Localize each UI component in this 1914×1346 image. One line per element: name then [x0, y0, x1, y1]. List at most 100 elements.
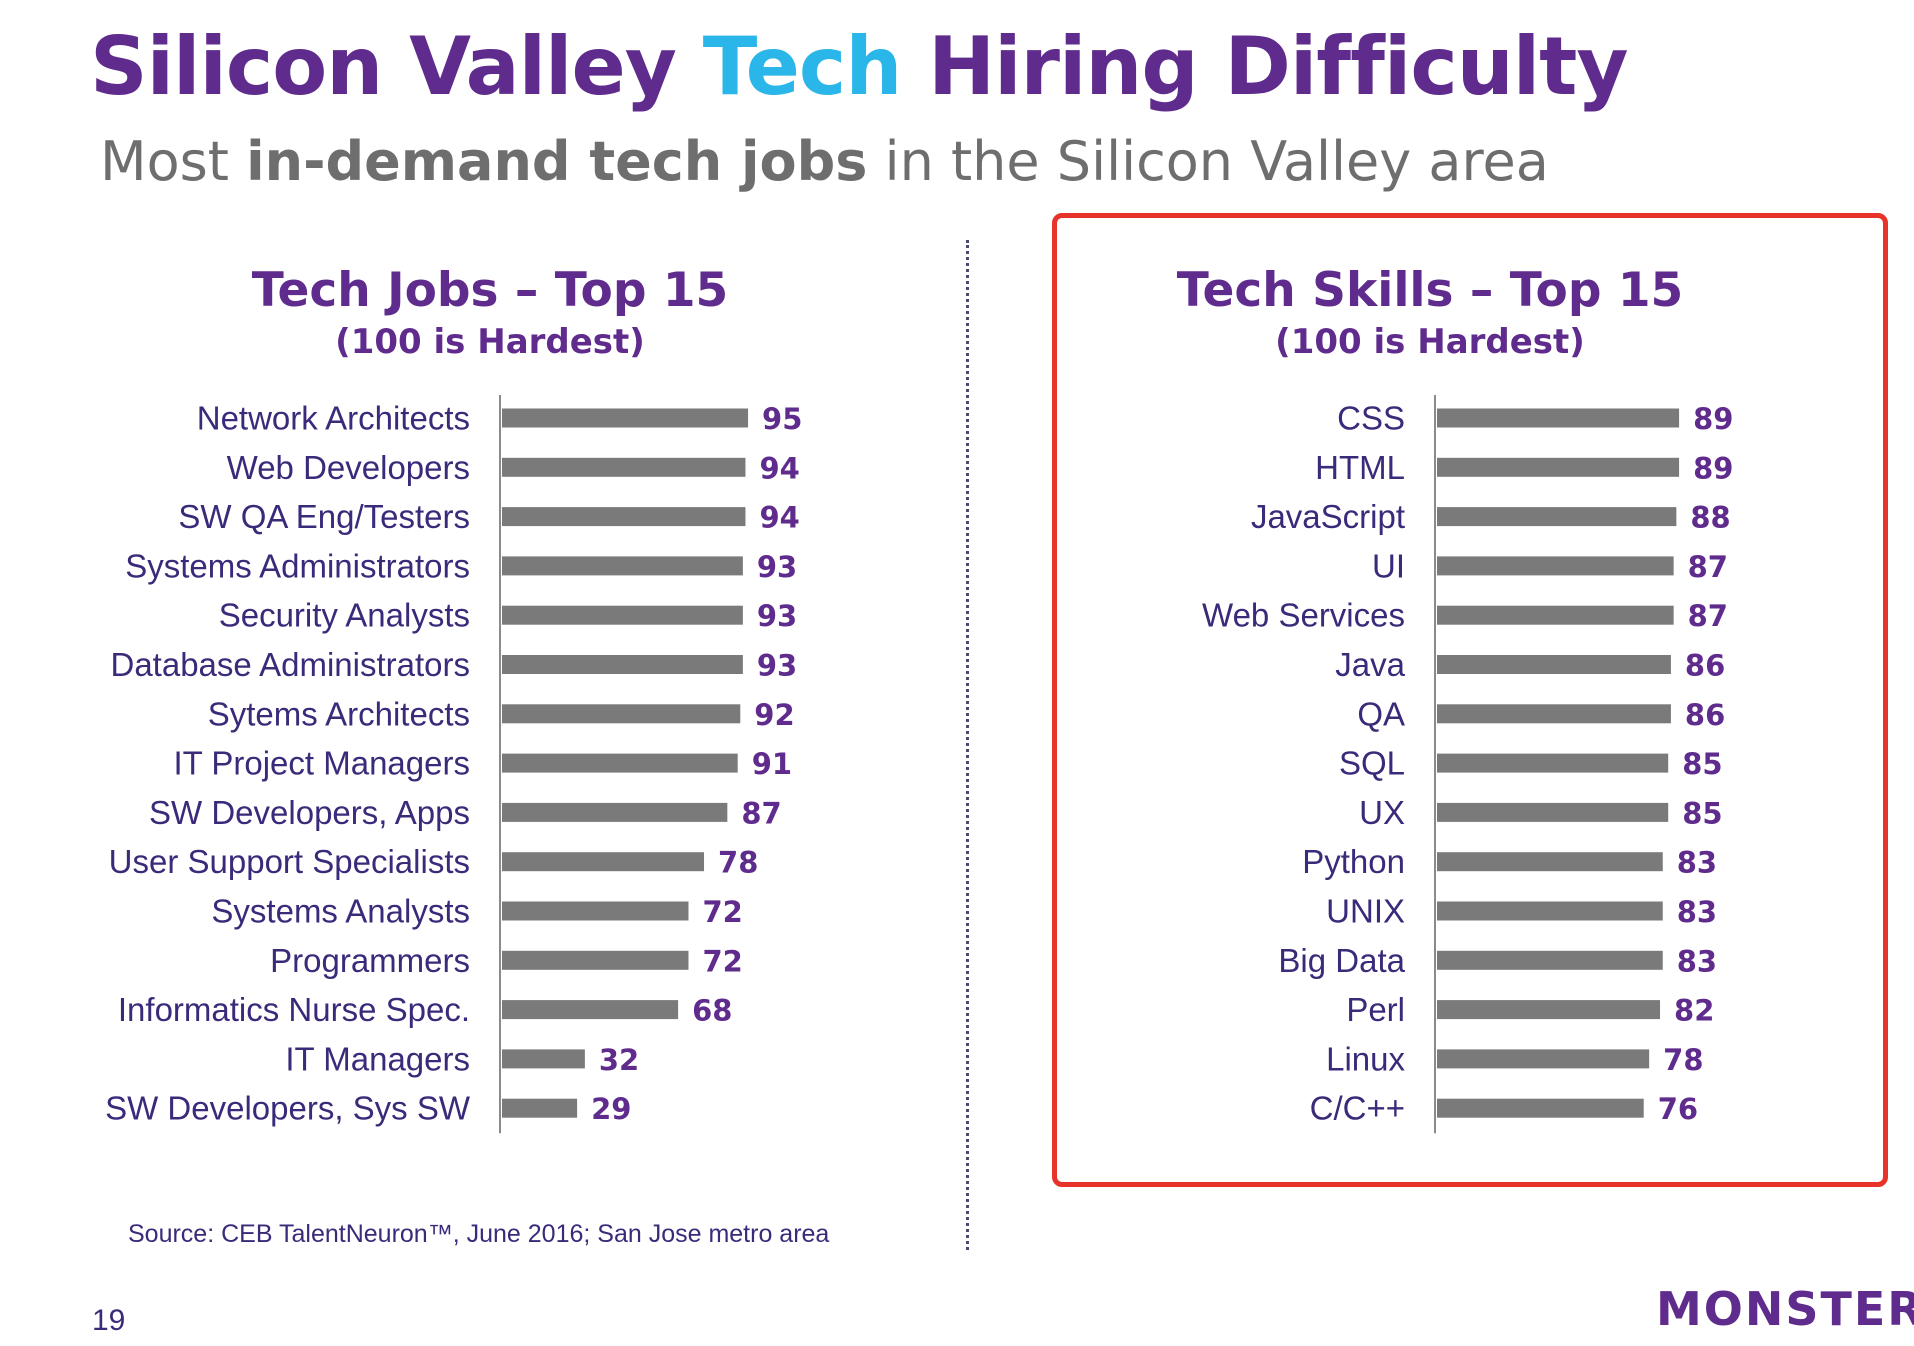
- skills-value-label: 89: [1693, 451, 1733, 485]
- jobs-bar: [502, 802, 728, 822]
- jobs-value-label: 91: [752, 747, 792, 781]
- jobs-value-label: 87: [741, 796, 781, 830]
- skills-bar: [1437, 950, 1663, 970]
- jobs-category-label: IT Managers: [285, 1040, 470, 1077]
- skills-bar-chart: CSS 89 HTML 89 JavaScript 88 UI 87 Web Services 8…: [1202, 395, 1733, 1134]
- skills-value-label: 86: [1685, 649, 1725, 683]
- skills-value-label: 76: [1658, 1092, 1698, 1126]
- skills-category-label: Perl: [1346, 991, 1405, 1028]
- jobs-category-label: SW Developers, Apps: [149, 794, 470, 831]
- jobs-bar: [502, 950, 689, 970]
- skills-category-label: Big Data: [1278, 942, 1405, 979]
- skills-bar: [1437, 507, 1677, 527]
- main-title: Silicon Valley Tech Hiring Difficulty: [90, 20, 1629, 113]
- skills-value-label: 86: [1685, 698, 1725, 732]
- skills-category-label: Linux: [1326, 1040, 1405, 1077]
- skills-value-label: 87: [1688, 550, 1728, 584]
- skills-bar: [1437, 1098, 1644, 1118]
- jobs-bar: [502, 1098, 578, 1118]
- jobs-bar: [502, 457, 746, 477]
- skills-value-label: 78: [1663, 1043, 1703, 1077]
- jobs-category-label: Systems Analysts: [211, 893, 470, 930]
- jobs-category-label: IT Project Managers: [173, 745, 470, 782]
- jobs-bar: [502, 556, 743, 576]
- jobs-chart-subtitle: (100 is Hardest): [335, 322, 645, 362]
- skills-highlight-box: [1052, 213, 1888, 1187]
- jobs-value-label: 68: [692, 994, 732, 1028]
- skills-category-label: Java: [1335, 646, 1405, 683]
- monster-logo: MONSTER: [1656, 1282, 1914, 1336]
- jobs-bar-chart: Network Architects 95 Web Developers 94 SW Q…: [105, 395, 802, 1134]
- skills-category-label: UX: [1359, 794, 1405, 831]
- jobs-bar: [502, 1000, 679, 1020]
- jobs-value-label: 95: [762, 402, 802, 436]
- jobs-category-label: SW Developers, Sys SW: [105, 1090, 471, 1127]
- jobs-category-label: Network Architects: [197, 400, 470, 437]
- skills-value-label: 85: [1682, 796, 1722, 830]
- title-accent: Tech: [702, 20, 903, 113]
- skills-bar: [1437, 655, 1671, 674]
- skills-category-label: Web Services: [1202, 597, 1405, 634]
- jobs-bar: [502, 507, 746, 527]
- jobs-bar: [502, 605, 743, 625]
- skills-bar: [1437, 457, 1680, 477]
- jobs-category-label: Database Administrators: [110, 646, 470, 683]
- page-number: 19: [92, 1304, 126, 1337]
- skills-value-label: 83: [1677, 944, 1717, 978]
- jobs-bar: [502, 1049, 585, 1069]
- jobs-category-label: Sytems Architects: [208, 695, 470, 732]
- source-note: Source: CEB TalentNeuron™, June 2016; Sa…: [128, 1220, 830, 1248]
- jobs-bar: [502, 408, 749, 428]
- skills-bar: [1437, 556, 1674, 576]
- jobs-category-label: Systems Administrators: [125, 547, 470, 584]
- jobs-value-label: 92: [754, 698, 794, 732]
- skills-value-label: 89: [1693, 402, 1733, 436]
- jobs-value-label: 94: [759, 501, 799, 535]
- skills-chart-title: Tech Skills – Top 15: [1176, 263, 1684, 318]
- skills-category-label: JavaScript: [1251, 498, 1405, 535]
- skills-category-label: UI: [1372, 547, 1405, 584]
- subtitle-part-3: in the Silicon Valley area: [867, 130, 1549, 193]
- skills-value-label: 83: [1677, 895, 1717, 929]
- jobs-value-label: 29: [591, 1092, 631, 1126]
- skills-category-label: Python: [1302, 843, 1405, 880]
- skills-bar: [1437, 852, 1663, 872]
- skills-value-label: 82: [1674, 994, 1714, 1028]
- panel-divider: [966, 240, 969, 1250]
- jobs-category-label: User Support Specialists: [109, 843, 470, 880]
- jobs-category-label: SW QA Eng/Testers: [178, 498, 470, 535]
- skills-chart-heading: Tech Skills – Top 15 (100 is Hardest): [1120, 262, 1740, 364]
- jobs-value-label: 72: [702, 944, 742, 978]
- skills-bar: [1437, 753, 1669, 773]
- skills-bar: [1437, 901, 1663, 921]
- skills-bar: [1437, 1049, 1650, 1069]
- jobs-value-label: 93: [757, 599, 797, 633]
- skills-category-label: SQL: [1339, 745, 1405, 782]
- skills-category-label: CSS: [1337, 400, 1405, 437]
- subtitle-part-1: Most: [100, 130, 247, 193]
- skills-category-label: UNIX: [1326, 893, 1405, 930]
- subtitle-emphasis: in-demand tech jobs: [246, 130, 868, 193]
- jobs-value-label: 32: [599, 1043, 639, 1077]
- skills-chart-subtitle: (100 is Hardest): [1275, 322, 1585, 362]
- skills-value-label: 88: [1690, 501, 1730, 535]
- skills-category-label: C/C++: [1310, 1090, 1405, 1127]
- jobs-category-label: Web Developers: [227, 449, 470, 486]
- jobs-bar: [502, 655, 743, 674]
- jobs-value-label: 94: [759, 451, 799, 485]
- skills-category-label: QA: [1357, 695, 1405, 732]
- skills-category-label: HTML: [1315, 449, 1405, 486]
- jobs-chart-heading: Tech Jobs – Top 15 (100 is Hardest): [190, 262, 790, 364]
- skills-value-label: 87: [1688, 599, 1728, 633]
- jobs-category-label: Programmers: [270, 942, 470, 979]
- skills-bar: [1437, 605, 1674, 625]
- jobs-value-label: 78: [718, 846, 758, 880]
- skills-value-label: 83: [1677, 846, 1717, 880]
- title-part-3: Hiring Difficulty: [901, 20, 1628, 113]
- skills-bar: [1437, 704, 1671, 724]
- jobs-category-label: Security Analysts: [219, 597, 470, 634]
- jobs-category-label: Informatics Nurse Spec.: [118, 991, 470, 1028]
- skills-bar: [1437, 408, 1680, 428]
- jobs-bar: [502, 704, 741, 724]
- jobs-chart-title: Tech Jobs – Top 15: [251, 263, 729, 318]
